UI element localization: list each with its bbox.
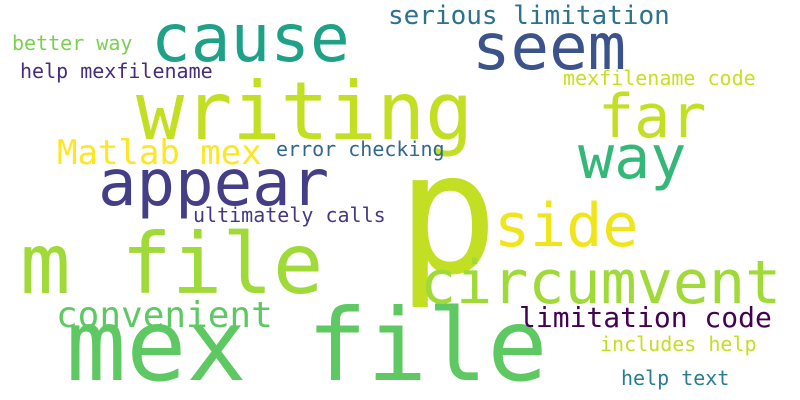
- word-way: way: [578, 123, 687, 193]
- word-help-mexfilename: help mexfilename: [20, 59, 213, 83]
- word-far: far: [598, 82, 707, 152]
- word-error-checking: error checking: [276, 137, 445, 161]
- word-ultimately-calls: ultimately calls: [193, 203, 386, 227]
- word-writing: writing: [136, 65, 474, 158]
- word-better-way: better way: [12, 31, 133, 55]
- word-m-file: m file: [20, 215, 324, 313]
- word-matlab-mex: Matlab mex: [57, 133, 262, 173]
- word-side: side: [494, 191, 639, 261]
- word-p: p: [397, 116, 499, 312]
- word-appear: appear: [98, 147, 330, 221]
- word-seem: seem: [472, 11, 627, 85]
- word-serious-limitation: serious limitation: [388, 1, 670, 31]
- word-help-text: help text: [621, 366, 730, 390]
- word-mex-file: mex file: [66, 287, 548, 400]
- word-cause: cause: [151, 0, 350, 77]
- word-includes-help: includes help: [600, 332, 757, 356]
- word-convenient: convenient: [56, 295, 273, 336]
- word-limitation-code: limitation code: [519, 301, 772, 334]
- word-circumvent: circumvent: [420, 248, 782, 318]
- word-mexfilename-code: mexfilename code: [563, 66, 756, 90]
